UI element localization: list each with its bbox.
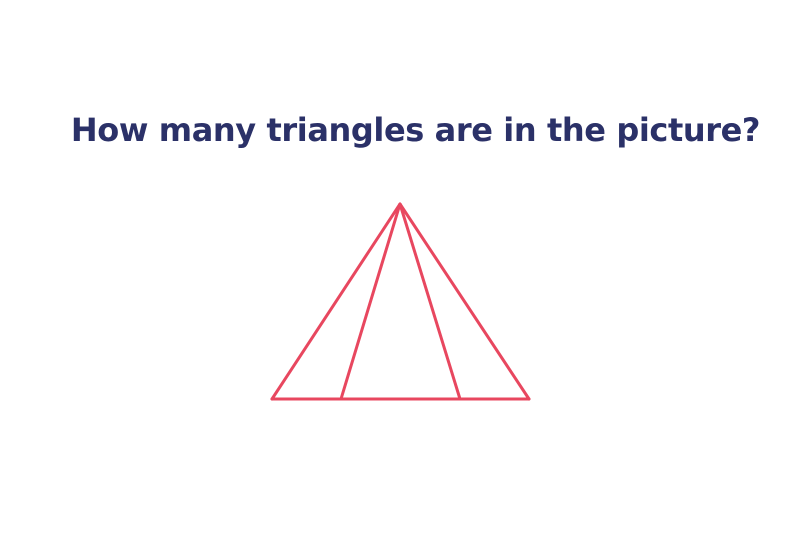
left-side-line [270, 202, 402, 401]
right-side-line [398, 202, 531, 401]
inner-left-line [339, 202, 402, 401]
question-title: How many triangles are in the picture? [70, 111, 761, 149]
inner-right-line [398, 202, 462, 401]
